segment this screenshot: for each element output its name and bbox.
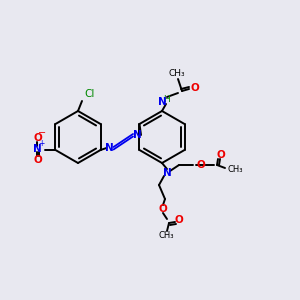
Text: O: O: [33, 155, 42, 165]
Text: O: O: [33, 133, 42, 143]
Text: Cl: Cl: [84, 89, 94, 99]
Text: −: −: [38, 128, 46, 138]
Text: H: H: [164, 94, 170, 103]
Text: N: N: [163, 168, 171, 178]
Text: N: N: [105, 143, 114, 153]
Text: O: O: [196, 160, 206, 170]
Text: O: O: [190, 83, 200, 93]
Text: N: N: [33, 144, 42, 154]
Text: CH₃: CH₃: [158, 230, 174, 239]
Text: O: O: [217, 150, 225, 160]
Text: N: N: [158, 97, 166, 107]
Text: N: N: [133, 130, 141, 140]
Text: O: O: [159, 204, 167, 214]
Text: O: O: [175, 215, 183, 225]
Text: CH₃: CH₃: [169, 68, 185, 77]
Text: +: +: [38, 140, 45, 148]
Text: CH₃: CH₃: [227, 164, 242, 173]
